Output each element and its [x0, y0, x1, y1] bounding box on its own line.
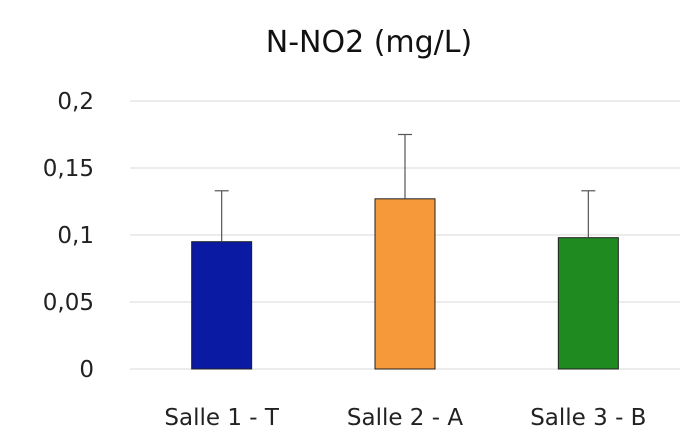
- x-category-label: Salle 2 - A: [347, 405, 463, 431]
- bar: [191, 241, 253, 370]
- y-axis-ticks: 0 0,05 0,1 0,15 0,2: [43, 89, 94, 383]
- chart-title: N-NO2 (mg/L): [266, 25, 472, 60]
- bar: [374, 198, 436, 370]
- y-tick-label: 0,2: [57, 89, 94, 115]
- x-axis-labels: Salle 1 - T Salle 2 - A Salle 3 - B: [164, 405, 646, 431]
- bars: [191, 198, 619, 370]
- error-bars: [214, 133, 596, 242]
- y-tick-label: 0,1: [57, 223, 94, 249]
- x-category-label: Salle 1 - T: [164, 405, 279, 431]
- x-category-label: Salle 3 - B: [530, 405, 646, 431]
- y-tick-label: 0,05: [43, 290, 94, 316]
- y-tick-label: 0,15: [43, 156, 94, 182]
- y-tick-label: 0: [79, 357, 94, 383]
- bar: [557, 237, 619, 370]
